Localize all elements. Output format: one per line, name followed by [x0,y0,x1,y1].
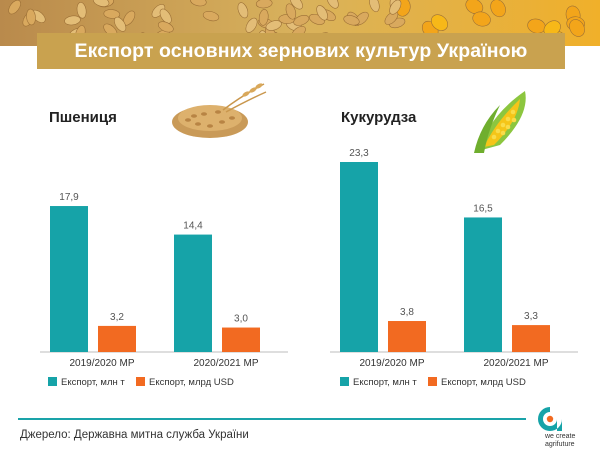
banner-kernel [569,19,585,37]
banner-kernel [293,15,310,26]
banner-kernel [369,0,380,13]
banner-kernel [289,0,303,10]
bar-tonnes [50,206,88,352]
category-label: 2020/2021 МР [483,358,548,369]
banner-kernel [159,8,172,24]
banner-kernel [76,2,87,19]
data-label: 3,8 [400,307,414,318]
banner-kernel [285,3,297,20]
bar-tonnes [174,234,212,352]
data-label: 3,2 [110,312,124,323]
legend-label: Експорт, млрд USD [149,377,234,388]
banner-kernel [114,16,127,32]
banner-kernel [255,0,273,9]
data-label: 14,4 [183,221,203,232]
page-title: Експорт основних зернових культур Україн… [37,33,565,69]
banner-kernel [26,8,36,26]
brand-line-2: agrifuture [545,441,575,448]
brand-logo-icon [538,407,562,431]
wheat-grains-icon [172,83,267,138]
banner-kernel [64,15,81,26]
data-label: 17,9 [59,192,79,203]
banner-kernel [316,5,328,21]
legend-label: Експорт, млрд USD [441,377,526,388]
banner-kernel [258,9,269,26]
legend-label: Експорт, млн т [353,377,417,388]
banner-kernel [190,0,207,7]
bar-usd [98,325,136,352]
banner-kernel [431,14,448,31]
banner-kernel [245,17,258,33]
data-label: 3,0 [234,314,248,325]
banner-kernel [237,2,249,19]
banner-kernel [93,0,110,7]
banner-kernel [490,0,506,18]
brand-text: we create agrifuture [545,433,575,449]
category-label: 2020/2021 МР [193,358,258,369]
data-label: 3,3 [524,311,538,322]
chart-title-wheat: Пшениця [49,109,117,126]
banner-kernel [465,0,484,15]
data-label: 23,3 [349,148,369,159]
category-label: 2019/2020 МР [359,358,424,369]
legend-label: Експорт, млн т [61,377,125,388]
corn-cob-icon [474,91,526,153]
banner-kernel [103,9,121,19]
category-label: 2019/2020 МР [69,358,134,369]
brand-line-1: we create [545,433,576,440]
banner-kernel [326,0,339,9]
chart-title-corn: Кукурудза [341,109,417,126]
banner-kernel [8,0,21,15]
banner-kernel [343,15,360,26]
source-note: Джерело: Державна митна служба України [20,429,249,441]
legend-swatch [48,377,57,386]
banner-kernel [202,11,220,22]
banner-kernel [157,21,174,33]
bar-usd [512,325,550,352]
banner-kernel [265,20,282,31]
data-label: 16,5 [473,203,493,214]
bar-tonnes [464,217,502,352]
legend-swatch [340,377,349,386]
banner-kernel [472,11,491,27]
bar-usd [388,321,426,352]
bar-tonnes [340,162,378,352]
bar-usd [222,327,260,352]
banner-kernel [389,0,402,15]
footer-divider [18,418,526,420]
legend-swatch [428,377,437,386]
legend-swatch [136,377,145,386]
